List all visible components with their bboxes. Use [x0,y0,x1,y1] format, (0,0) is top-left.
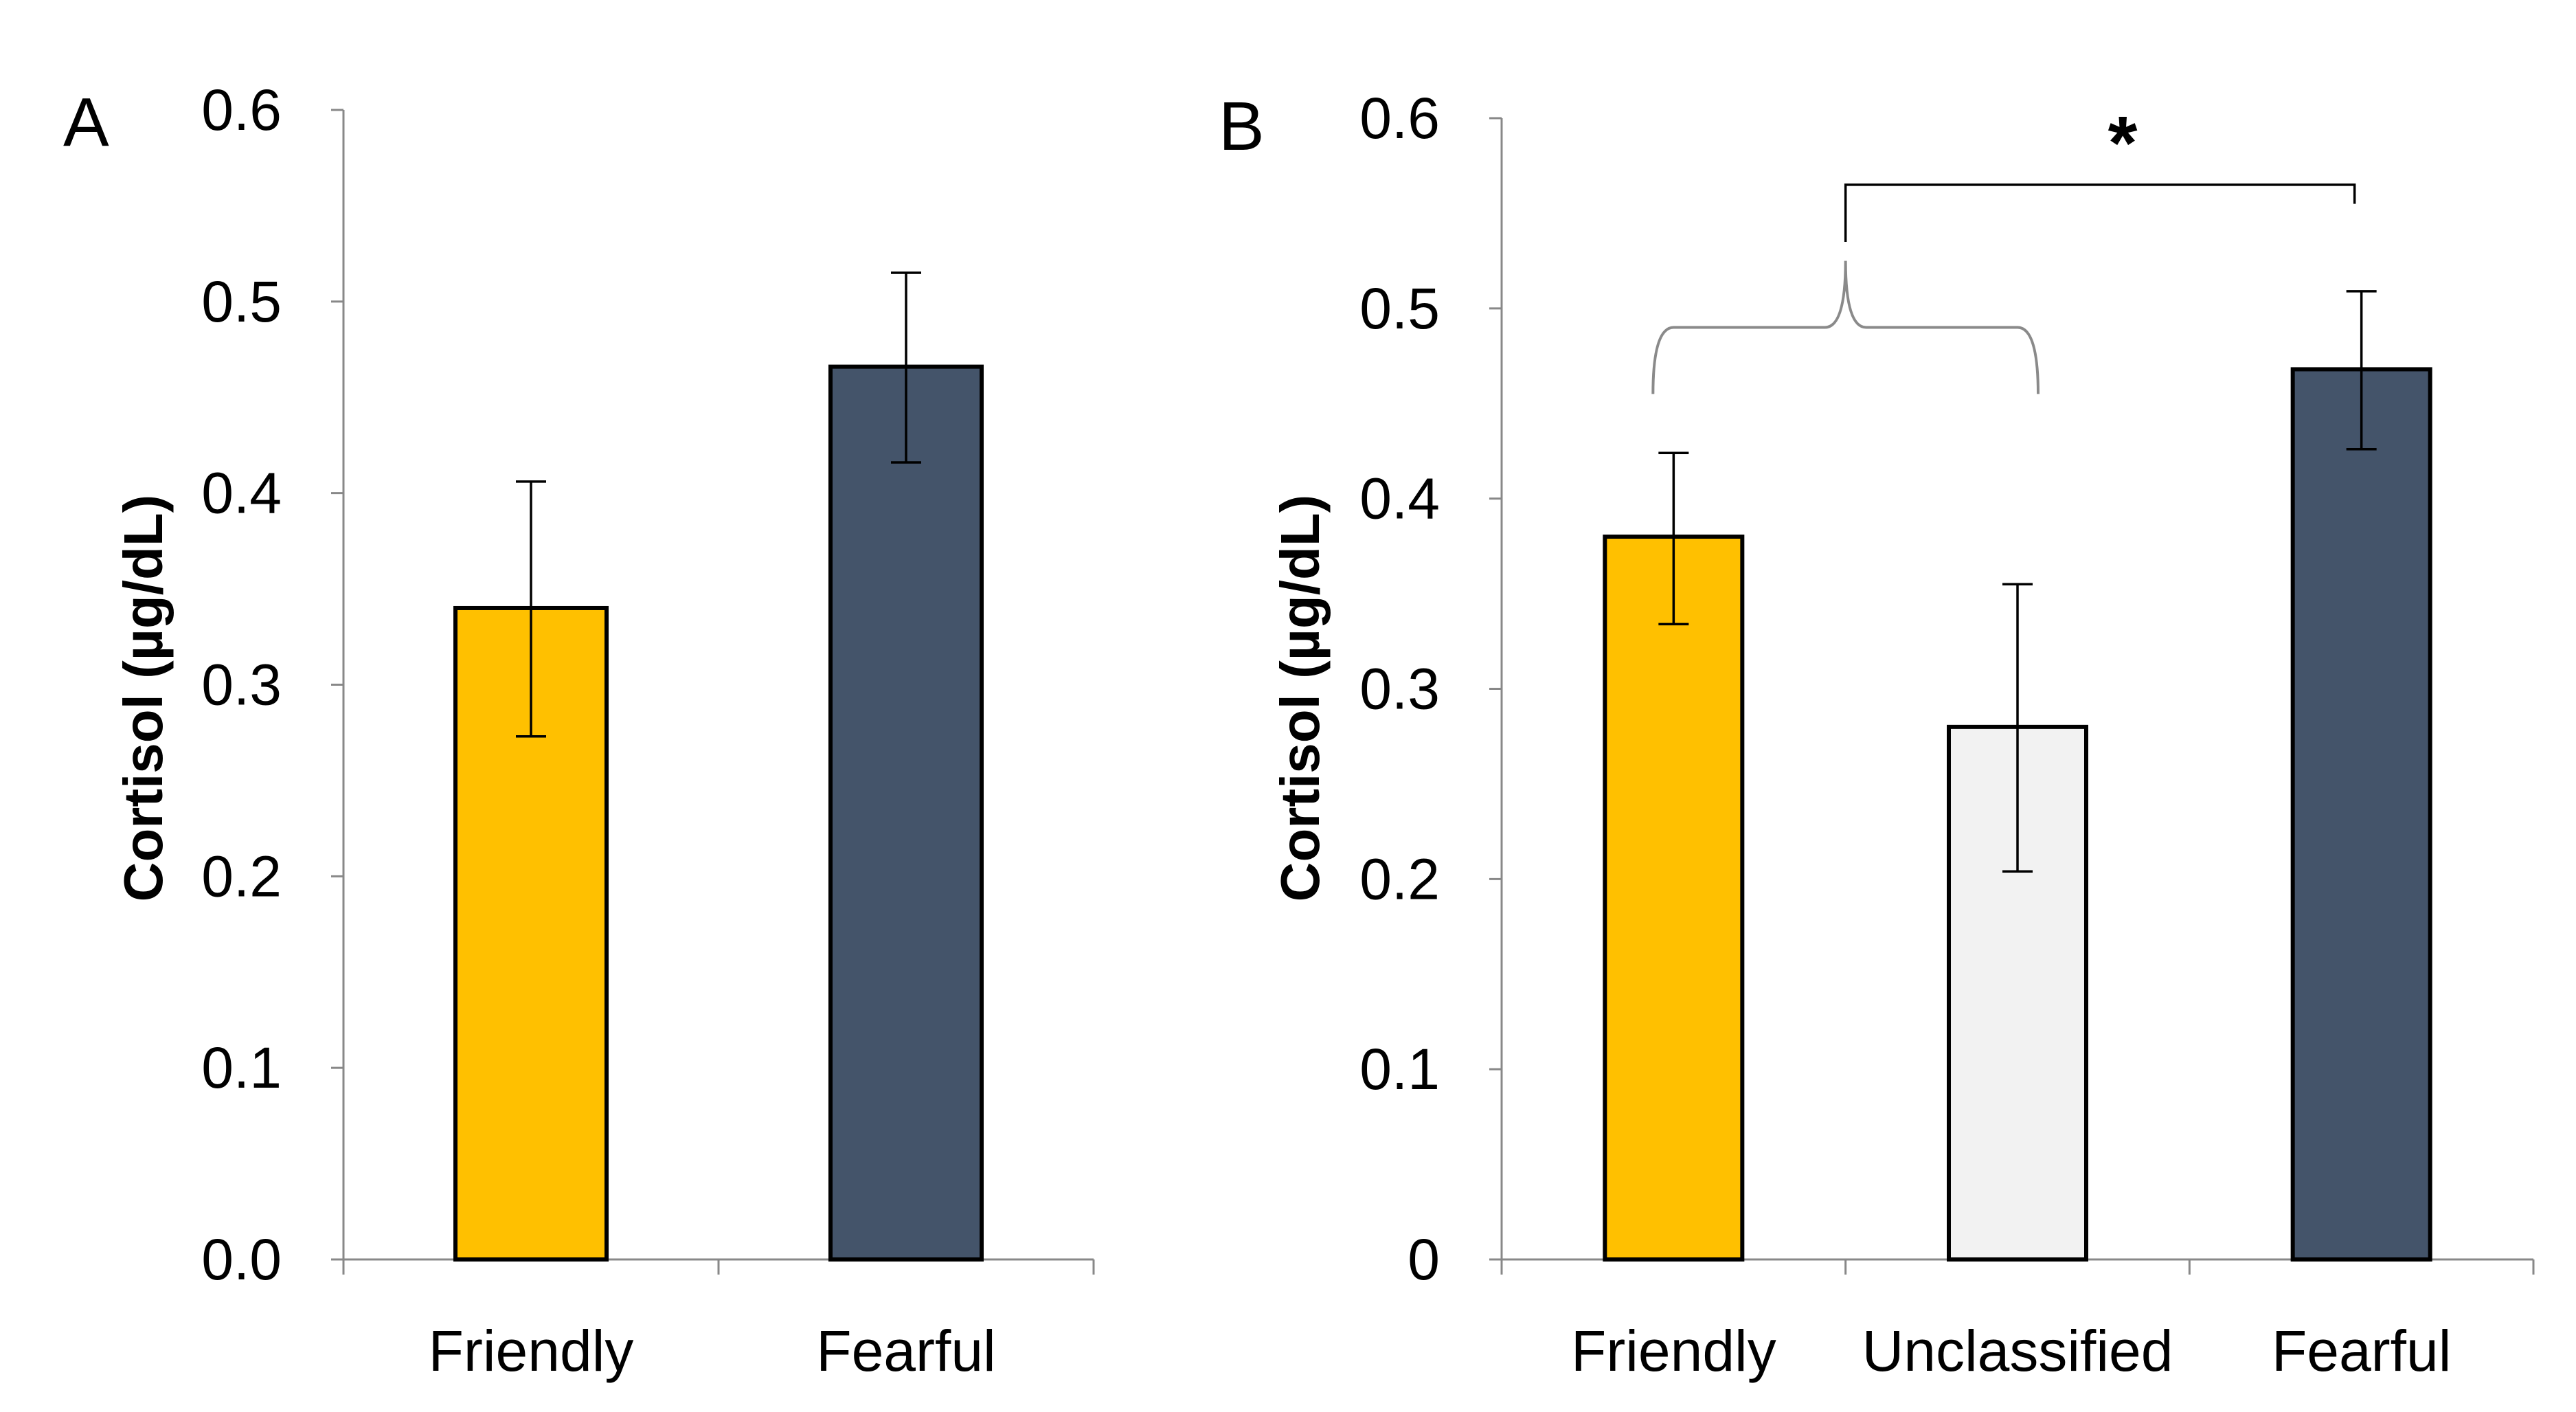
panel-a-y-tick-label: 0.6 [201,78,282,142]
panel-a-chart: A Cortisol (µg/dL) 0.0 0.1 0.2 0.3 0.4 0.5 0.6… [63,78,1095,1383]
panel-a-y-tick-label: 0.1 [201,1035,282,1100]
panel-b-bar-fearful [2290,367,2432,1262]
panel-b-label: B [1219,88,1265,165]
panel-a-category-label: Friendly [429,1319,634,1383]
panel-b-y-axis-title: Cortisol (µg/dL) [1269,495,1331,902]
panel-a-y-axis-title: Cortisol (µg/dL) [113,495,174,902]
significance-star: * [2108,101,2138,186]
panel-b-bar-friendly [1603,535,1745,1262]
panel-a-y-tick-label: 0.4 [201,461,282,526]
panel-b-y-tick-label: 0.3 [1359,657,1440,721]
panel-a-y-tick-label: 0.0 [201,1227,282,1292]
panel-a-bar-fearful [828,364,984,1262]
panel-b-category-label: Friendly [1571,1319,1776,1383]
panel-a-y-tick-label: 0.3 [201,653,282,717]
group-brace [1651,260,2040,394]
panel-b-y-tick-label: 0.5 [1359,276,1440,341]
significance-bracket [1844,183,2356,242]
panel-b-y-tick-label: 0.4 [1359,467,1440,531]
panel-b-y-tick-label: 0.2 [1359,847,1440,911]
panel-b-category-label: Unclassified [1862,1319,2173,1383]
panel-a-y-tick-label: 0.2 [201,844,282,908]
panel-b-chart: B Cortisol (µg/dL) * 0 0.1 0.2 0.3 0.4 0.5 0.6… [1219,86,2535,1383]
panel-a-category-label: Fearful [816,1319,995,1383]
panel-b-category-label: Fearful [2272,1319,2451,1383]
panel-b-y-tick-label: 0.6 [1359,86,1440,150]
panel-a-label: A [63,84,109,161]
panel-b-y-tick-label: 0 [1408,1227,1440,1292]
panel-b-y-tick-label: 0.1 [1359,1037,1440,1101]
panel-a-y-tick-label: 0.5 [201,269,282,334]
